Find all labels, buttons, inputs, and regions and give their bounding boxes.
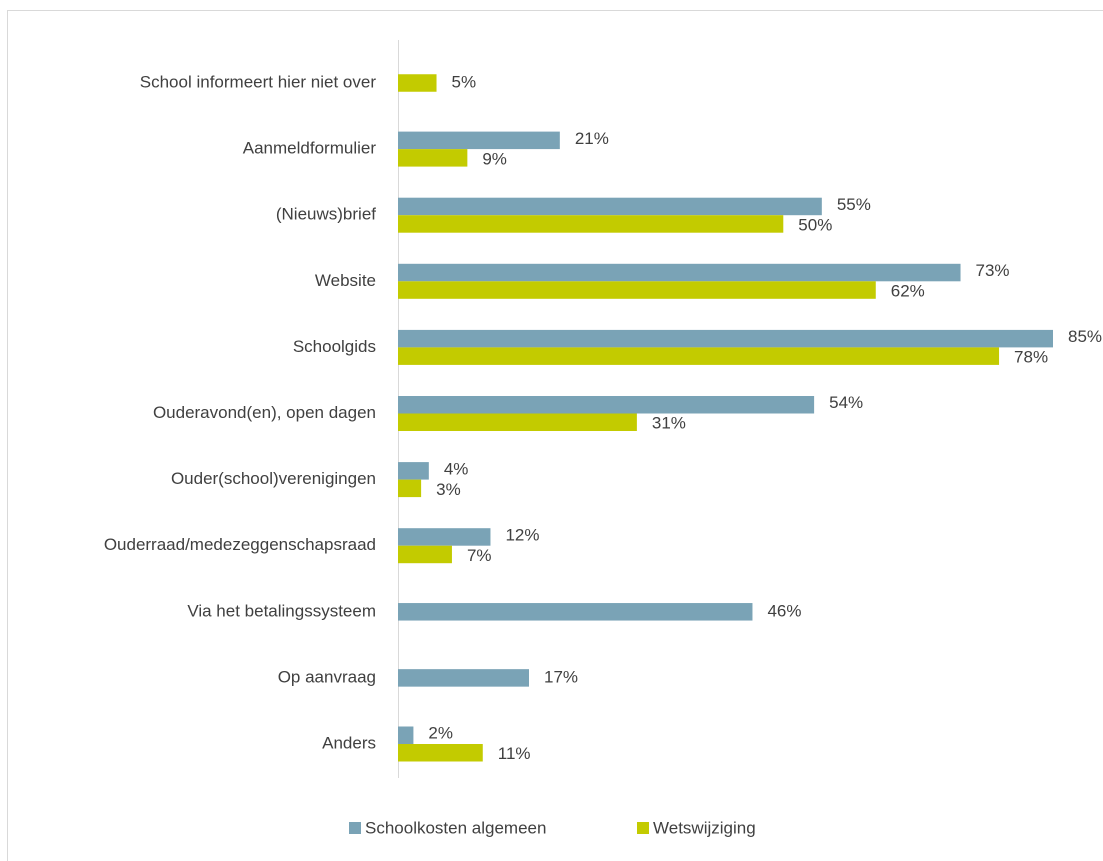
legend-swatch [349, 822, 361, 834]
data-label: 50% [798, 215, 832, 234]
bar [398, 726, 414, 744]
y-tick-label: Ouder(school)verenigingen [171, 469, 376, 488]
bar [398, 462, 429, 480]
bar [398, 149, 468, 167]
data-label: 73% [976, 261, 1010, 280]
y-tick-label: (Nieuws)brief [276, 205, 376, 224]
bar [398, 329, 1053, 348]
data-label: 21% [575, 129, 609, 148]
bar [398, 396, 815, 414]
data-label: 5% [452, 72, 477, 91]
data-label: 12% [505, 525, 539, 544]
bar [398, 528, 491, 546]
bar [398, 74, 437, 92]
data-label: 11% [498, 744, 531, 763]
bar [398, 744, 483, 762]
data-label: 3% [436, 480, 461, 499]
data-label: 85% [1068, 327, 1102, 346]
data-label: 54% [829, 393, 863, 412]
data-label: 55% [837, 195, 871, 214]
bar [398, 263, 961, 282]
data-label: 78% [1014, 348, 1048, 367]
y-tick-label: Ouderraad/medezeggenschapsraad [104, 535, 376, 554]
y-tick-label: Schoolgids [293, 337, 376, 356]
y-tick-label: Anders [322, 733, 376, 752]
y-tick-label: Aanmeldformulier [243, 139, 377, 158]
y-tick-label: Op aanvraag [278, 667, 376, 686]
legend-label: Schoolkosten algemeen [365, 818, 546, 837]
data-label: 9% [482, 149, 507, 168]
bar [398, 131, 560, 150]
bar [398, 669, 529, 687]
y-tick-label: School informeert hier niet over [140, 72, 377, 91]
bar [398, 215, 784, 233]
data-label: 46% [767, 601, 801, 620]
data-label: 4% [444, 459, 469, 478]
bar [398, 603, 753, 621]
bar [398, 413, 637, 431]
bar [398, 197, 822, 216]
data-label: 17% [544, 667, 578, 686]
legend-label: Wetswijziging [653, 818, 756, 837]
bar [398, 347, 1000, 365]
data-label: 7% [467, 546, 492, 565]
data-label: 31% [652, 414, 686, 433]
bar [398, 281, 876, 299]
y-tick-label: Via het betalingssysteem [187, 601, 376, 620]
chart-frame [7, 10, 1103, 861]
data-label: 2% [428, 724, 453, 743]
data-label: 62% [891, 282, 925, 301]
bar [398, 545, 452, 564]
y-tick-label: Website [315, 271, 376, 290]
legend-swatch [637, 822, 649, 834]
y-tick-label: Ouderavond(en), open dagen [153, 403, 376, 422]
bar [398, 479, 422, 498]
